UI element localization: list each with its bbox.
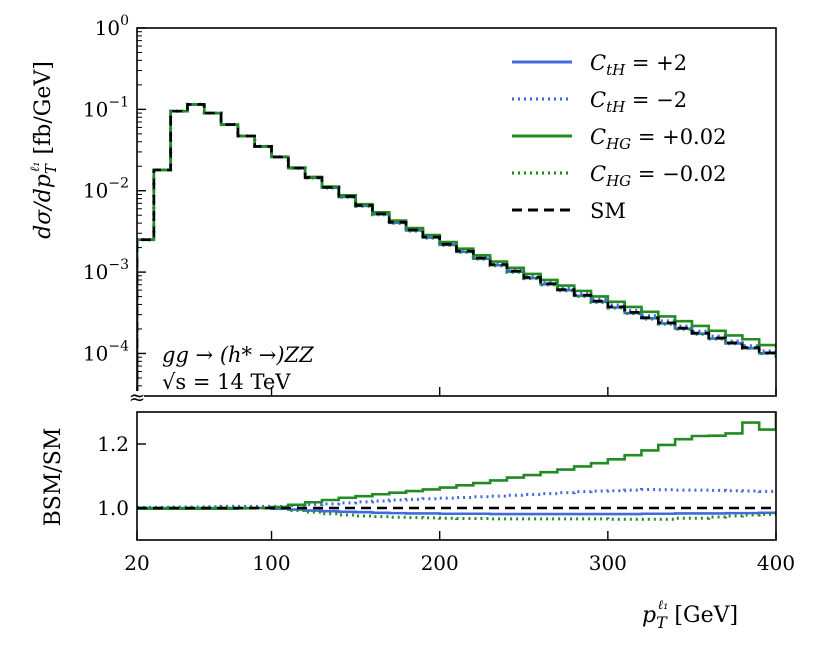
series-line-c-hg-0-02 — [137, 102, 776, 396]
main-panel-frame — [136, 27, 777, 397]
annotation-energy: √s = 14 TeV — [162, 370, 291, 394]
ratio-line-c-hg-0-02 — [137, 506, 776, 521]
x-tick-label: 20 — [124, 551, 149, 575]
ratio-line-c-th-2 — [137, 487, 776, 509]
legend-label: CHG = +0.02 — [590, 125, 726, 153]
annotation-process: gg → (h* →)ZZ — [162, 343, 314, 367]
legend-label: SM — [590, 199, 626, 223]
ratio-panel-frame — [136, 411, 777, 541]
ratio-y-tick-label: 1.0 — [97, 496, 129, 520]
y-tick-label: 10−4 — [83, 338, 129, 365]
legend-label: CtH = −2 — [590, 88, 687, 116]
legend-label: CHG = −0.02 — [590, 162, 726, 190]
x-tick-label: 200 — [421, 551, 459, 575]
series-line-sm — [137, 103, 776, 396]
ratio-y-tick-label: 1.2 — [97, 432, 129, 456]
x-tick-label: 100 — [252, 551, 290, 575]
y-tick-label: 10−3 — [83, 257, 129, 284]
ratio-y-axis-title: BSM/SM — [41, 428, 66, 527]
y-tick-label: 10−2 — [83, 176, 129, 203]
ratio-panel: 1.0 1.2 20 100 200 300 400 BSM/SM — [41, 411, 795, 575]
y-tick-label: 10−1 — [83, 94, 129, 121]
x-tick-label: 400 — [757, 551, 795, 575]
x-tick-label: 300 — [589, 551, 627, 575]
x-axis-title: pTℓ₁ [GeV] — [642, 598, 738, 632]
y-tick-label: 100 — [95, 13, 129, 40]
axis-break-mark: ≈ — [129, 385, 146, 409]
legend-label: CtH = +2 — [590, 51, 687, 79]
main-y-axis-title: dσ/dpTℓ₁ [fb/GeV] — [28, 61, 60, 239]
legend: CtH = +2 CtH = −2 CHG = +0.02 CHG = −0.02 SM — [512, 51, 726, 223]
